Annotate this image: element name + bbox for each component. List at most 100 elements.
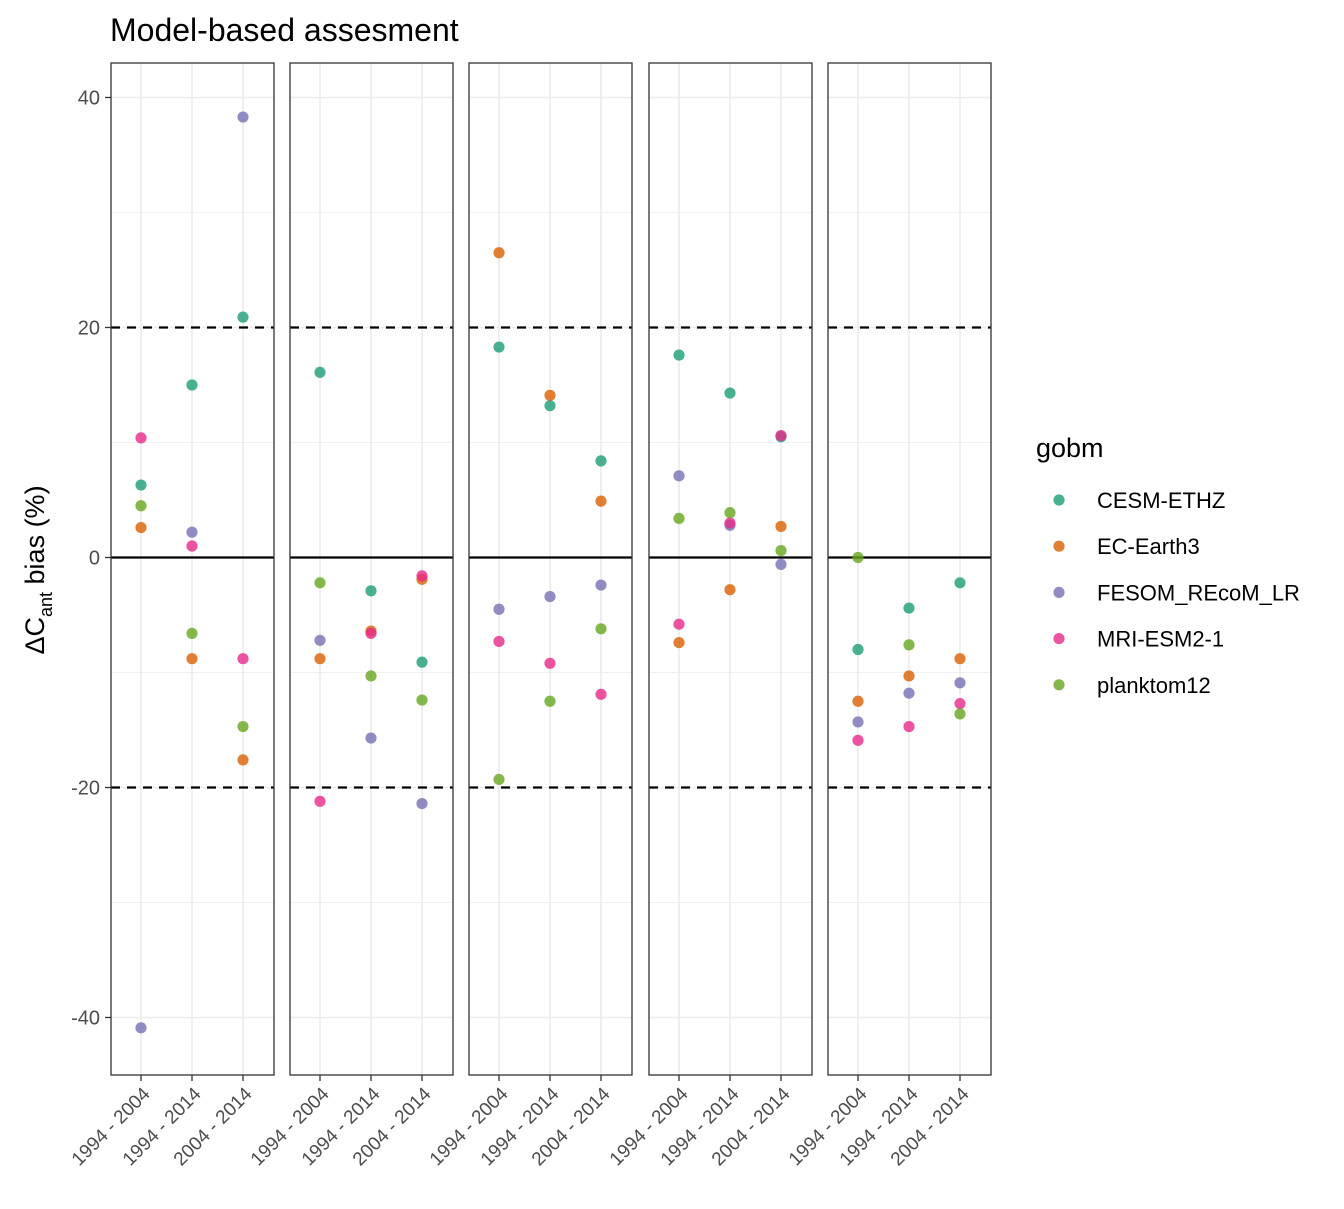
data-point-fesom-recom-lr [954,677,966,689]
data-point-mri-esm2-1 [903,720,915,733]
data-point-ec-earth3 [493,247,505,259]
legend-label: MRI-ESM2-1 [1097,627,1224,652]
data-point-ec-earth3 [544,389,556,401]
data-point-ec-earth3 [903,670,915,682]
y-tick-label: -40 [71,1008,100,1030]
data-point-fesom-recom-lr [852,716,864,728]
data-point-ec-earth3 [314,653,326,665]
legend-title: gobm [1036,433,1104,463]
data-point-ec-earth3 [673,637,685,649]
y-axis: -40 -20 0 20 40 [71,88,111,1030]
data-point-planktom12 [903,639,915,651]
legend-label: planktom12 [1097,673,1211,698]
data-point-cesm-ethz [135,479,147,491]
data-point-fesom-recom-lr [314,634,326,646]
y-tick-label: 20 [78,318,100,340]
data-point-cesm-ethz [314,366,326,378]
data-point-planktom12 [493,773,505,786]
data-point-fesom-recom-lr [493,603,505,615]
legend: gobm CESM-ETHZ EC-Earth3 FESOM_REcoM_LR MRI-… [1036,433,1300,698]
data-point-planktom12 [673,512,685,525]
y-tick-label: -20 [71,778,100,800]
legend-label: CESM-ETHZ [1097,488,1225,513]
chart-title: Model-based assesment [110,12,459,48]
data-point-fesom-recom-lr [365,732,377,744]
data-point-fesom-recom-lr [416,798,428,810]
data-point-fesom-recom-lr [237,111,249,123]
data-point-cesm-ethz [724,387,736,399]
data-point-cesm-ethz [954,577,966,589]
data-point-mri-esm2-1 [186,540,198,552]
data-point-mri-esm2-1 [493,635,505,648]
data-point-ec-earth3 [775,520,787,533]
data-point-cesm-ethz [595,455,607,467]
data-point-planktom12 [954,708,966,720]
legend-key-planktom12 [1053,679,1065,691]
legend-key-cesm-ethz [1053,494,1065,506]
data-point-mri-esm2-1 [416,570,428,582]
data-point-planktom12 [775,545,787,557]
data-point-fesom-recom-lr [544,591,556,603]
y-tick-label: 0 [89,548,100,570]
data-point-mri-esm2-1 [852,734,864,746]
data-point-planktom12 [237,720,249,733]
data-point-cesm-ethz [544,400,556,412]
legend-key-mri-esm2-1 [1053,633,1065,645]
data-point-fesom-recom-lr [595,579,607,591]
data-point-mri-esm2-1 [544,657,556,669]
y-axis-label: ΔCant bias (%) [20,485,56,654]
legend-label: EC-Earth3 [1097,534,1200,559]
data-point-cesm-ethz [186,379,198,391]
data-point-planktom12 [416,694,428,706]
data-point-mri-esm2-1 [314,795,326,807]
data-point-ec-earth3 [135,522,147,534]
data-point-ec-earth3 [954,653,966,665]
data-point-mri-esm2-1 [237,653,249,665]
legend-label: FESOM_REcoM_LR [1097,580,1300,605]
data-point-mri-esm2-1 [724,517,736,529]
data-point-cesm-ethz [673,349,685,361]
data-point-ec-earth3 [237,754,249,766]
data-point-cesm-ethz [365,585,377,597]
legend-key-ec-earth3 [1053,540,1065,552]
data-point-fesom-recom-lr [186,526,198,538]
data-point-cesm-ethz [237,311,249,323]
data-point-mri-esm2-1 [595,688,607,700]
data-point-ec-earth3 [852,695,864,707]
data-point-cesm-ethz [493,341,505,353]
y-tick-label: 40 [78,88,100,110]
legend-key-fesom-recom-lr [1053,586,1065,599]
data-point-mri-esm2-1 [954,697,966,710]
data-point-planktom12 [544,695,556,707]
data-point-mri-esm2-1 [135,432,147,444]
data-point-cesm-ethz [903,602,915,614]
data-point-fesom-recom-lr [673,470,685,482]
data-point-mri-esm2-1 [365,627,377,640]
data-point-cesm-ethz [416,656,428,668]
data-point-ec-earth3 [724,584,736,596]
y-axis-label-prefix: ΔC [20,617,50,655]
data-point-ec-earth3 [595,495,607,507]
data-point-planktom12 [595,623,607,635]
y-axis-label-suffix: bias (%) [20,485,50,592]
data-point-planktom12 [852,551,864,564]
data-point-planktom12 [135,500,147,512]
data-point-planktom12 [186,627,198,640]
data-point-mri-esm2-1 [775,430,787,442]
data-point-ec-earth3 [186,653,198,665]
data-point-fesom-recom-lr [135,1022,147,1034]
data-point-fesom-recom-lr [903,687,915,699]
data-point-fesom-recom-lr [775,558,787,571]
data-point-mri-esm2-1 [673,618,685,630]
data-point-planktom12 [314,577,326,589]
data-point-planktom12 [365,670,377,682]
data-point-planktom12 [724,507,736,519]
y-axis-label-subscript: ant [36,592,56,617]
